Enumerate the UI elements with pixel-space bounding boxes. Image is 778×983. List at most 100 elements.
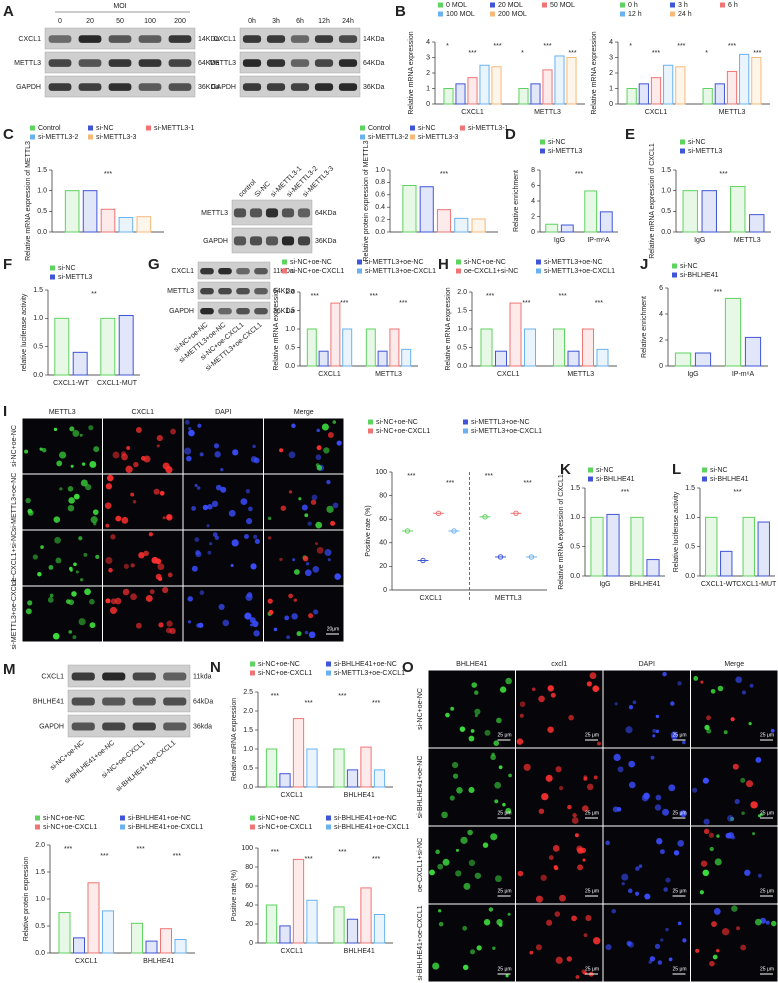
cell [149,589,155,595]
blot-band [218,268,232,275]
cell [731,905,738,912]
cell [703,828,710,835]
cell [212,532,218,537]
cell [470,949,476,955]
legend-swatch [536,268,541,274]
dot [482,514,488,520]
cell [692,787,698,793]
cell [135,427,142,433]
cell [130,563,135,568]
legend-label: 6 h [728,2,738,9]
blot-band [314,59,334,67]
cell [211,500,219,507]
cell [68,566,73,571]
legend-label: si-NC+oe-NC [43,815,85,822]
dot [513,510,519,516]
cell [547,685,555,692]
blot-band [132,672,156,681]
bar [554,55,565,105]
y-tick-label: 1.5 [37,167,47,174]
blot-band [71,722,95,731]
cell [135,622,142,629]
cell [231,539,239,547]
cell [660,849,665,855]
x-tick-label: CXCL1 [318,371,341,378]
blot-band [249,208,263,218]
bar [567,350,580,367]
cell [71,591,77,597]
y-tick-label: 40 [245,902,253,909]
bar [530,83,541,105]
cell [332,502,339,509]
y-tick-label: 60 [245,883,253,890]
cell [750,801,758,809]
bar [726,70,738,105]
bar [682,190,698,233]
significance: *** [64,846,72,853]
cell [652,728,657,733]
channel-label: BHLHE41 [456,661,487,668]
cell [568,714,574,721]
y-tick-label: 0.0 [243,784,253,791]
legend-swatch [282,259,287,265]
cell [267,598,273,604]
cell [291,423,296,429]
blot-band [242,83,262,91]
legend-label: 24 h [678,11,692,18]
y-tick-label: 2 [426,70,430,77]
cell [292,558,296,562]
bar [705,516,718,577]
x-tick-label: CXCL1-MUT [97,380,138,387]
legend-swatch [702,476,707,482]
cell [535,895,543,903]
cell [529,950,534,955]
legend-swatch [456,259,461,265]
channel-label: Merge [294,409,314,416]
cell [84,588,91,596]
y-tick-label: 1.5 [661,167,671,174]
cell [213,443,220,449]
scale-label: 25 μm [673,966,687,972]
cell [244,612,252,620]
significance: *** [595,300,603,307]
cell [474,708,481,715]
legend-swatch [542,2,547,8]
cell [452,773,459,779]
panel-letter: D [505,126,516,143]
cell [660,938,664,942]
legend-label: 100 MOL [446,11,475,18]
blot-band [266,59,286,67]
cell [132,499,137,504]
blot-column-label: si-BHLHE41+oe-CXCL1 [115,740,177,794]
cell [695,948,700,953]
cell [655,714,660,719]
scale-label: 25 μm [760,732,774,738]
legend-swatch [588,467,593,473]
y-tick-label: 1.0 [457,326,467,333]
legend-label: si-NC+oe-NC [258,815,300,822]
legend-label: si-BHLHE41+oe-CXCL1 [128,824,203,831]
cell [108,567,113,573]
cell [145,595,153,602]
panel-letter: H [438,256,449,273]
scale-label: 25 μm [673,810,687,816]
cell [90,516,98,524]
scale-label: 25 μm [498,888,512,894]
cell [39,447,43,451]
micrograph-tile [183,418,263,474]
significance: * [446,43,449,50]
y-tick-label: 20 [245,921,253,928]
blot-band [200,308,214,315]
micrograph-tile [264,586,344,642]
cell [709,960,715,967]
dot [528,554,535,560]
y-axis-label: Relative mRNA expression of METTL3 [25,141,32,261]
cell [441,811,448,819]
cell [48,565,54,570]
blot-size-label: 11kda [193,673,212,680]
cell [191,565,198,572]
legend-label: 20 MOL [498,2,523,9]
cell [308,631,316,639]
cell [253,457,260,464]
legend-swatch [680,148,685,154]
